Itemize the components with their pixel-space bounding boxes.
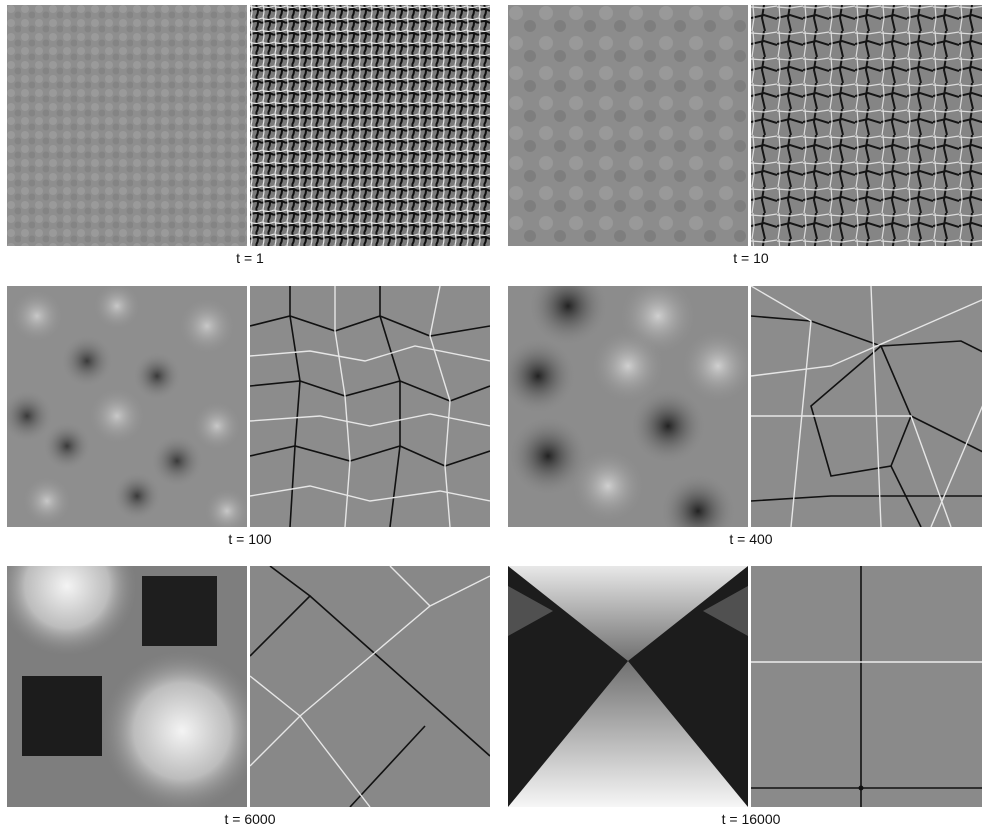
network-image-t400 <box>751 286 982 527</box>
network-image-t16000 <box>751 566 982 807</box>
height-field-texture <box>7 566 247 807</box>
height-field-image-t1 <box>7 5 247 246</box>
panel-t16000: t = 16000 <box>508 566 982 834</box>
cell-network <box>250 566 490 807</box>
height-field-image-t16000 <box>508 566 748 807</box>
height-field-texture <box>508 566 748 807</box>
height-field-texture <box>508 286 748 527</box>
time-caption: t = 100 <box>228 531 272 547</box>
panel-t400: t = 400 <box>508 286 982 554</box>
height-field-texture <box>7 286 247 527</box>
time-caption: t = 1 <box>236 250 264 266</box>
network-image-t100 <box>250 286 490 527</box>
network-image-t10 <box>751 5 982 246</box>
time-caption: t = 16000 <box>721 811 781 827</box>
network-image-t6000 <box>250 566 490 807</box>
height-field-image-t400 <box>508 286 748 527</box>
noise-height-texture <box>7 5 247 246</box>
height-field-image-t6000 <box>7 566 247 807</box>
cell-network <box>751 286 982 527</box>
network-image-t1 <box>250 5 490 246</box>
panel-t100: t = 100 <box>7 286 493 554</box>
cell-network <box>250 286 490 527</box>
time-caption: t = 400 <box>729 531 773 547</box>
panel-t10: t = 10 <box>508 5 982 273</box>
time-caption: t = 6000 <box>224 811 276 827</box>
cell-network <box>751 5 982 246</box>
height-field-image-t100 <box>7 286 247 527</box>
panel-t1: t = 1 <box>7 5 493 273</box>
cell-network <box>751 566 982 807</box>
noise-height-texture <box>508 5 748 246</box>
height-field-image-t10 <box>508 5 748 246</box>
time-caption: t = 10 <box>733 250 769 266</box>
dense-cell-network <box>250 5 490 246</box>
panel-t6000: t = 6000 <box>7 566 493 834</box>
